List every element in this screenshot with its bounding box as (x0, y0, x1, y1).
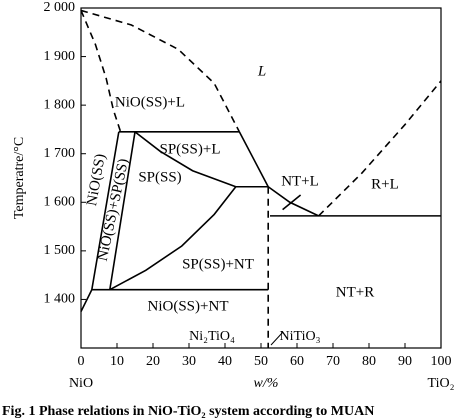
phase-boundary (80, 10, 122, 133)
phase-boundary (282, 194, 302, 211)
region-label: SP(SS)+L (160, 141, 221, 157)
x-tick-label: 10 (110, 354, 124, 369)
x-tick-label: 0 (78, 354, 85, 369)
y-tick-label: 2 000 (44, 0, 76, 15)
x-tick-label: 70 (326, 354, 340, 369)
x-tick-label: 20 (146, 354, 160, 369)
region-label: NiO(SS)+NT (148, 298, 229, 314)
x-tick-label: 30 (182, 354, 196, 369)
phase-boundary (318, 80, 442, 217)
region-label: NiO(SS)+L (115, 94, 185, 110)
phase-boundary (109, 131, 136, 290)
y-tick-label: 1 800 (44, 97, 76, 112)
phase-boundary (238, 131, 269, 188)
region-label: SP(SS) (138, 169, 181, 185)
region-label: SP(SS)+NT (182, 256, 254, 272)
region-label: L (257, 63, 266, 79)
region-label: NT+R (336, 284, 374, 300)
y-tick-label: 1 500 (44, 243, 76, 258)
x-right-label: TiO₂ (428, 376, 455, 391)
x-tick-label: 80 (362, 354, 376, 369)
region-label: NT+L (281, 173, 319, 189)
x-tick-label: 40 (218, 354, 232, 369)
region-label: NiO(SS) (84, 153, 109, 207)
phase-boundary (80, 131, 120, 312)
y-tick-label: 1 400 (44, 292, 76, 307)
y-axis-label: Temperatre/°C (12, 137, 27, 219)
region-label: R+L (371, 176, 399, 192)
phase-boundary (109, 186, 237, 291)
leader-line (270, 331, 284, 346)
x-tick-label: 90 (398, 354, 412, 369)
compound-label: Ni₂TiO₄ (189, 329, 235, 344)
x-left-label: NiO (69, 376, 93, 391)
y-tick-label: 1 700 (44, 146, 76, 161)
y-tick-label: 1 600 (44, 195, 76, 210)
x-tick-label: 100 (431, 354, 452, 369)
x-tick-label: 60 (290, 354, 304, 369)
x-tick-label: 50 (254, 354, 268, 369)
phase-boundary (134, 131, 237, 188)
y-tick-label: 1 900 (44, 49, 76, 64)
compound-label: NiTiO₃ (280, 329, 321, 344)
phase-boundary (267, 186, 319, 217)
caption: Fig. 1 Phase relations in NiO-TiO₂ syste… (2, 404, 374, 419)
x-axis-label: w/% (254, 376, 279, 391)
phase-boundary (80, 9, 241, 133)
